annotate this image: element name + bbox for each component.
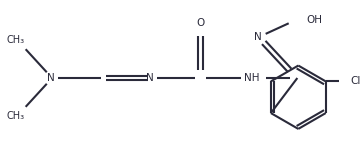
Text: O: O: [196, 18, 204, 28]
Text: Cl: Cl: [351, 76, 360, 86]
Text: N: N: [254, 32, 262, 42]
Text: CH₃: CH₃: [7, 35, 25, 45]
Text: NH: NH: [244, 73, 260, 83]
Text: OH: OH: [306, 15, 322, 25]
Text: CH₃: CH₃: [7, 111, 25, 121]
Text: N: N: [146, 73, 153, 83]
Text: N: N: [47, 73, 54, 83]
